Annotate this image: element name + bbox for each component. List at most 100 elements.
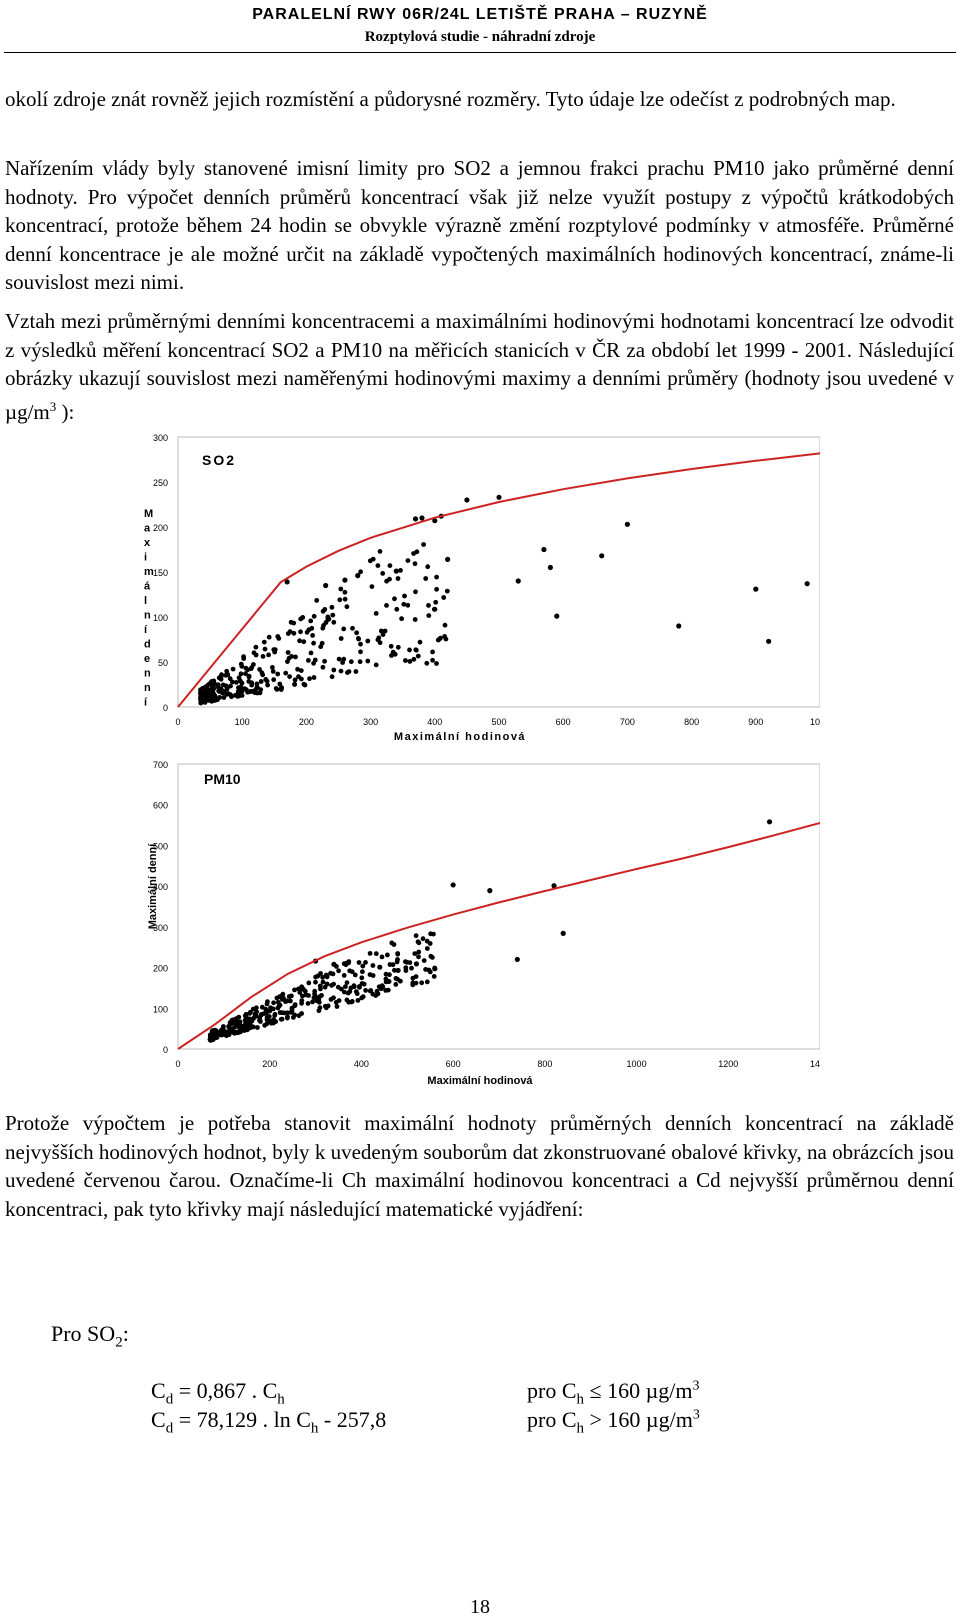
data-point xyxy=(430,657,435,663)
data-point xyxy=(285,650,291,655)
data-point xyxy=(272,647,278,652)
y-tick-label: 300 xyxy=(153,433,168,443)
data-point xyxy=(298,616,304,622)
data-point xyxy=(254,1005,259,1011)
header-subtitle: Rozptylová studie - náhradní zdroje xyxy=(364,29,596,45)
data-point xyxy=(380,632,386,637)
data-point xyxy=(237,1029,243,1035)
data-point xyxy=(242,1017,248,1023)
data-point xyxy=(424,979,430,985)
data-point xyxy=(210,690,216,696)
page-number: 18 xyxy=(470,1596,490,1618)
chart-title: PM10 xyxy=(204,771,241,787)
data-point xyxy=(425,564,431,570)
data-point xyxy=(319,993,324,998)
data-point xyxy=(219,672,224,678)
data-point xyxy=(428,931,433,937)
formula-c: C xyxy=(151,1378,166,1403)
data-point xyxy=(342,589,348,595)
data-point xyxy=(213,1035,219,1040)
data-point xyxy=(393,982,399,987)
data-point xyxy=(398,568,403,573)
data-point xyxy=(241,656,247,661)
data-point xyxy=(299,676,304,682)
y-axis-label-letter: í xyxy=(144,624,148,636)
data-point xyxy=(279,1010,285,1015)
data-point xyxy=(363,960,368,965)
data-point xyxy=(208,1037,213,1042)
data-point xyxy=(324,974,330,980)
data-point xyxy=(262,646,268,652)
data-point xyxy=(370,963,376,968)
data-point xyxy=(297,990,303,995)
data-point xyxy=(419,980,425,986)
paragraph-3-superscript: 3 xyxy=(49,398,57,414)
x-tick-label: 200 xyxy=(299,717,314,727)
data-point xyxy=(342,596,348,602)
data-point xyxy=(326,616,332,622)
data-point xyxy=(560,930,566,936)
data-point xyxy=(275,1005,281,1011)
data-point xyxy=(434,661,439,666)
data-point xyxy=(320,664,326,670)
data-point xyxy=(424,946,430,951)
data-point xyxy=(382,628,388,634)
data-point xyxy=(242,1013,248,1019)
data-point xyxy=(287,629,293,634)
data-point xyxy=(420,936,426,942)
data-point xyxy=(245,689,250,695)
formula-label-colon: : xyxy=(122,1321,129,1346)
data-point xyxy=(235,694,241,699)
data-point xyxy=(306,980,312,986)
paragraph-2: Nařízením vlády byly stanovené imisní li… xyxy=(5,156,954,294)
data-point xyxy=(378,628,384,634)
data-point xyxy=(359,975,365,981)
paragraph-1: okolí zdroje znát rovněž jejich rozmístě… xyxy=(5,87,896,111)
data-point xyxy=(348,659,354,665)
data-point xyxy=(236,675,242,681)
data-point xyxy=(264,1009,270,1015)
data-point xyxy=(368,988,374,993)
data-point xyxy=(353,669,359,674)
data-point xyxy=(403,959,408,965)
data-point xyxy=(329,604,335,610)
data-point xyxy=(384,578,389,584)
data-point xyxy=(331,995,336,1001)
data-point xyxy=(292,987,297,993)
data-point xyxy=(288,619,294,625)
data-point xyxy=(377,549,383,554)
data-point xyxy=(347,968,353,974)
condition-sub: h xyxy=(576,1391,585,1408)
data-point xyxy=(292,682,297,687)
data-point xyxy=(221,695,227,700)
data-point xyxy=(426,967,432,973)
data-point xyxy=(338,636,344,641)
data-point xyxy=(402,593,407,599)
data-point xyxy=(386,978,392,985)
data-point xyxy=(403,965,409,971)
data-point xyxy=(339,986,344,992)
data-point xyxy=(297,638,302,644)
data-point xyxy=(426,613,432,618)
data-point xyxy=(442,622,448,628)
data-point xyxy=(233,1030,238,1036)
data-point xyxy=(373,951,379,957)
data-point xyxy=(373,611,379,616)
x-axis-label: Maximální hodinová xyxy=(394,731,526,743)
formula-expression-sub: h xyxy=(310,1420,319,1437)
data-point xyxy=(310,999,315,1005)
data-point xyxy=(275,999,281,1005)
data-point xyxy=(347,989,353,994)
data-point xyxy=(410,980,416,986)
data-point xyxy=(292,1012,297,1018)
data-point xyxy=(275,671,281,677)
data-point xyxy=(318,986,323,992)
data-point xyxy=(336,656,342,662)
y-axis-label-letter: m xyxy=(144,566,154,578)
data-point xyxy=(383,988,389,993)
data-point xyxy=(225,691,231,696)
data-point xyxy=(441,595,447,600)
data-point xyxy=(270,665,275,670)
formula-label-text: Pro SO xyxy=(51,1321,116,1346)
condition-pre: pro C xyxy=(527,1407,577,1432)
